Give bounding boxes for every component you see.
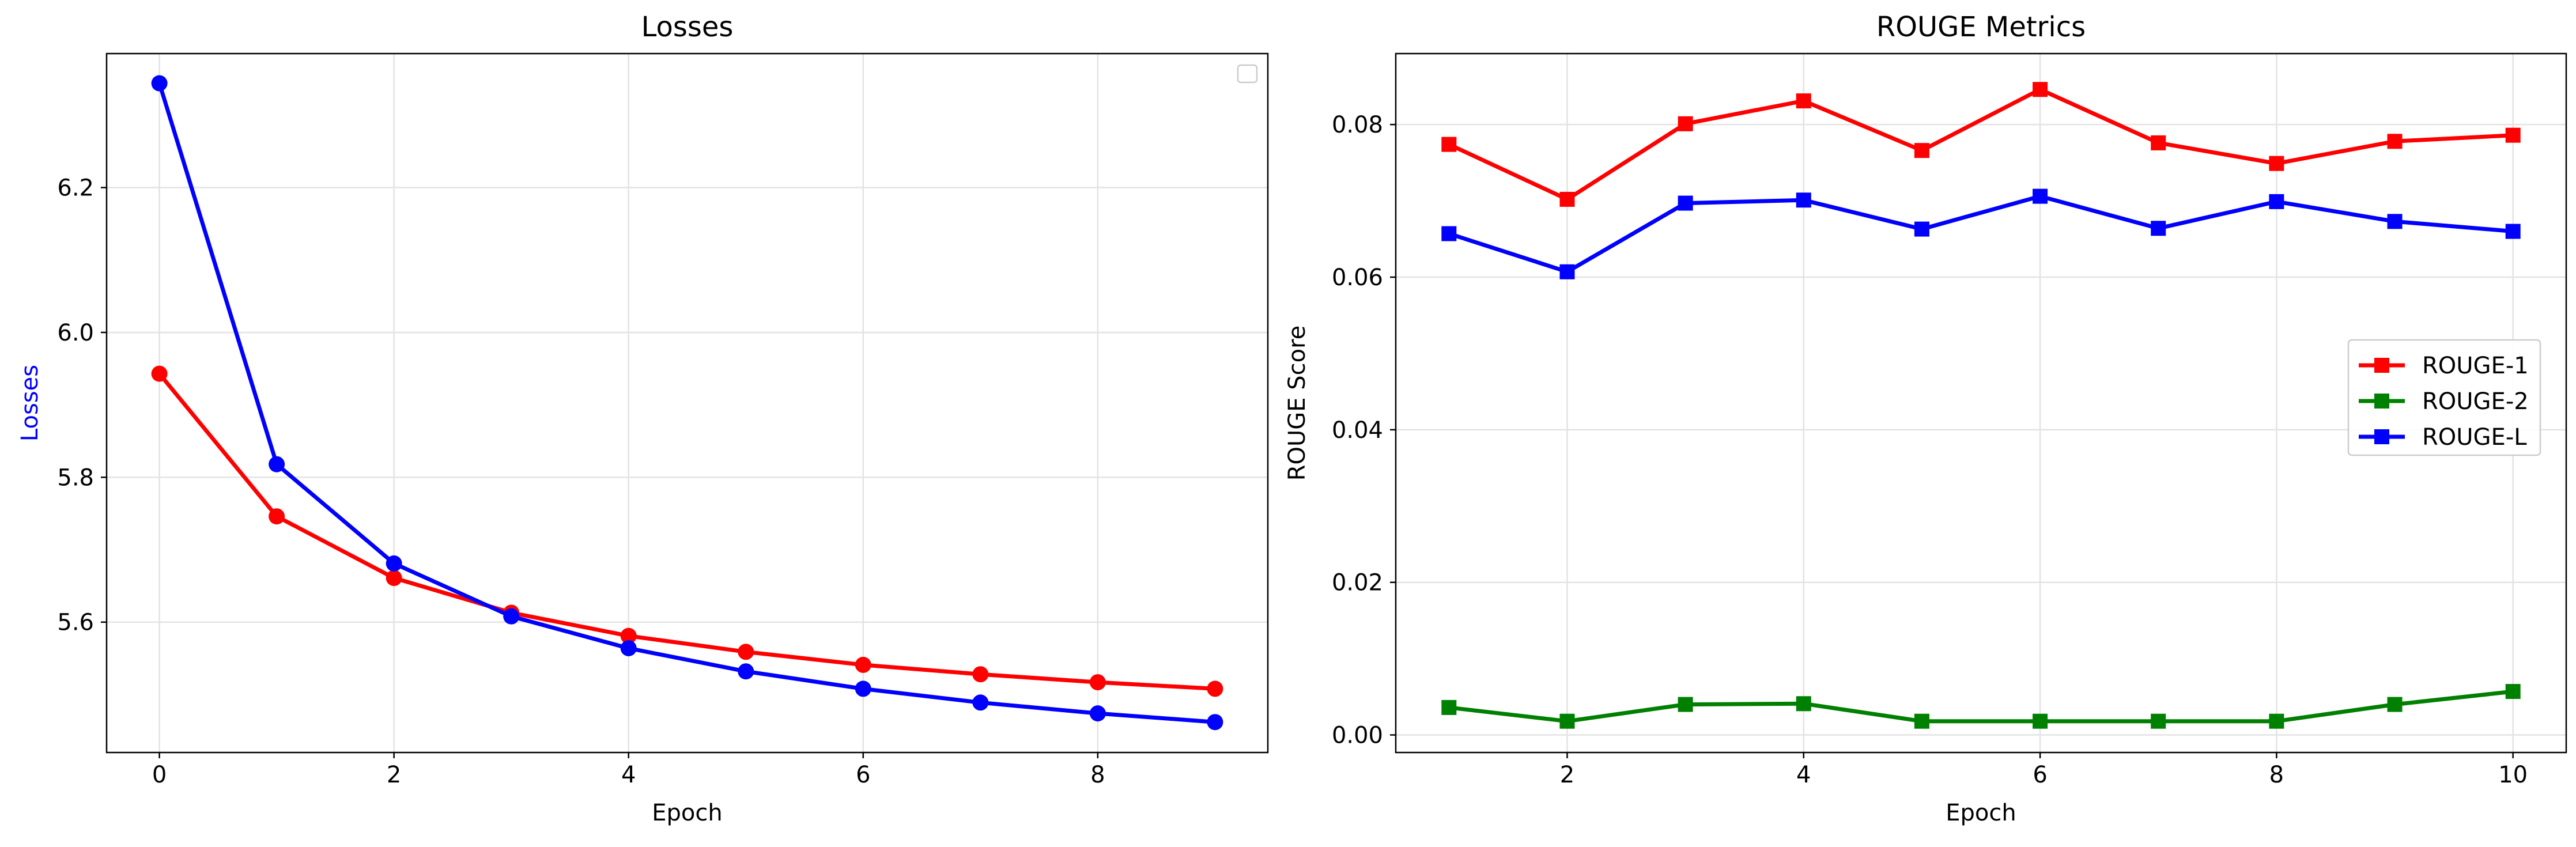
rouge-l-point <box>2505 224 2521 239</box>
rouge-x-axis-label: Epoch <box>1946 800 2016 826</box>
rouge-l-point <box>2033 188 2048 204</box>
rouge-panel: 2 4 6 8 10 0.00 0.02 0.04 0.06 0.08 ROUGE Metrics E… <box>1284 11 2567 826</box>
rouge-l-point <box>2387 214 2403 229</box>
rouge-1-point <box>1914 143 1929 158</box>
losses-series-1-point <box>738 644 754 660</box>
rouge-1-legend-label: ROUGE-1 <box>2422 353 2529 379</box>
rouge-l-legend-label: ROUGE-L <box>2422 424 2527 451</box>
rouge-l-point <box>2269 194 2284 209</box>
rouge-x-tick-label: 4 <box>1796 762 1811 788</box>
losses-series-1-point <box>151 365 168 382</box>
rouge-2-point <box>1441 699 1457 715</box>
losses-series-1-point <box>855 656 871 673</box>
losses-series-2-point <box>620 640 637 656</box>
losses-series-1-point <box>1207 680 1223 697</box>
rouge-1-point <box>1796 93 1811 109</box>
rouge-1-point <box>1678 116 1693 131</box>
rouge-l-point <box>1559 264 1575 279</box>
rouge-l-point <box>1796 192 1811 208</box>
losses-legend-empty-box <box>1237 64 1258 84</box>
rouge-2-point <box>2033 713 2048 729</box>
rouge-y-tick-label: 0.06 <box>1332 264 1383 291</box>
rouge-l-legend-marker <box>2374 429 2389 444</box>
rouge-x-tick-label: 2 <box>1560 762 1574 788</box>
losses-series-1-point <box>386 570 402 587</box>
rouge-2-point <box>1678 697 1693 712</box>
losses-x-tick-label: 6 <box>856 762 870 788</box>
rouge-x-tick-label: 6 <box>2033 762 2047 788</box>
losses-series-2-point <box>738 663 754 680</box>
rouge-1-point <box>2151 135 2166 150</box>
rouge-y-tick-label: 0.00 <box>1332 723 1383 749</box>
rouge-l-point <box>1678 195 1693 211</box>
losses-x-tick-label: 8 <box>1090 762 1105 788</box>
losses-title: Losses <box>641 11 734 43</box>
rouge-title: ROUGE Metrics <box>1876 11 2086 43</box>
rouge-1-point <box>2033 82 2048 97</box>
losses-series-2-line <box>157 81 1217 724</box>
losses-series-2-point <box>386 555 402 572</box>
losses-axes-frame <box>105 52 1269 754</box>
rouge-l-point <box>2151 221 2166 236</box>
losses-series-2-point <box>855 680 871 697</box>
rouge-l-line <box>1446 194 2515 274</box>
rouge-1-line <box>1446 87 2515 202</box>
losses-series-1-line <box>157 372 1217 691</box>
losses-x-tick-label: 2 <box>387 762 401 788</box>
rouge-1-point <box>2269 156 2284 171</box>
losses-series-1-point <box>1089 674 1106 691</box>
losses-series-2-point <box>151 75 168 92</box>
rouge-2-point <box>2269 713 2284 729</box>
losses-series-2-point <box>269 456 285 472</box>
losses-y-tick-label: 6.0 <box>57 320 94 346</box>
losses-series-1-point <box>269 508 285 525</box>
losses-series-2-point <box>972 694 989 711</box>
rouge-2-legend-marker <box>2374 394 2389 409</box>
losses-series-2-point <box>503 608 520 625</box>
rouge-y-axis-label: ROUGE Score <box>1284 326 1310 481</box>
rouge-l-point <box>1914 221 1929 237</box>
losses-series-1-point <box>972 666 989 683</box>
rouge-2-point <box>1796 696 1811 712</box>
rouge-2-point <box>1559 713 1575 729</box>
rouge-2-line <box>1446 689 2515 724</box>
rouge-2-point <box>2505 684 2521 699</box>
rouge-y-tick-label: 0.02 <box>1332 570 1383 596</box>
rouge-x-tick-label: 8 <box>2269 762 2284 788</box>
rouge-2-legend-label: ROUGE-2 <box>2422 388 2529 415</box>
rouge-x-tick-label: 10 <box>2498 762 2528 788</box>
rouge-y-tick-label: 0.04 <box>1332 417 1383 444</box>
rouge-2-point <box>2387 697 2403 712</box>
rouge-1-point <box>2505 127 2521 143</box>
losses-series-1-point <box>620 627 637 644</box>
rouge-1-legend-marker <box>2374 358 2389 373</box>
losses-series-2-point <box>1089 705 1106 722</box>
losses-y-tick-label: 5.8 <box>57 464 94 491</box>
rouge-y-tick-label: 0.08 <box>1332 112 1383 138</box>
rouge-2-point <box>2151 713 2166 729</box>
rouge-legend <box>2347 339 2541 456</box>
rouge-1-point <box>1559 191 1575 207</box>
losses-x-tick-label: 0 <box>152 762 167 788</box>
losses-series-2-point <box>1207 714 1223 731</box>
rouge-1-point <box>2387 134 2403 149</box>
losses-y-tick-label: 6.2 <box>57 175 94 202</box>
rouge-1-point <box>1441 137 1457 152</box>
rouge-l-point <box>1441 226 1457 241</box>
losses-y-axis-label: Losses <box>17 365 43 441</box>
losses-panel: 0 2 4 6 8 5.6 5.8 6.0 6.2 Losses Epoch Losses <box>17 11 1269 826</box>
rouge-axes-frame <box>1395 52 2567 754</box>
losses-x-axis-label: Epoch <box>652 800 722 826</box>
losses-y-tick-label: 5.6 <box>57 610 94 636</box>
losses-x-tick-label: 4 <box>621 762 636 788</box>
rouge-2-point <box>1914 713 1929 729</box>
